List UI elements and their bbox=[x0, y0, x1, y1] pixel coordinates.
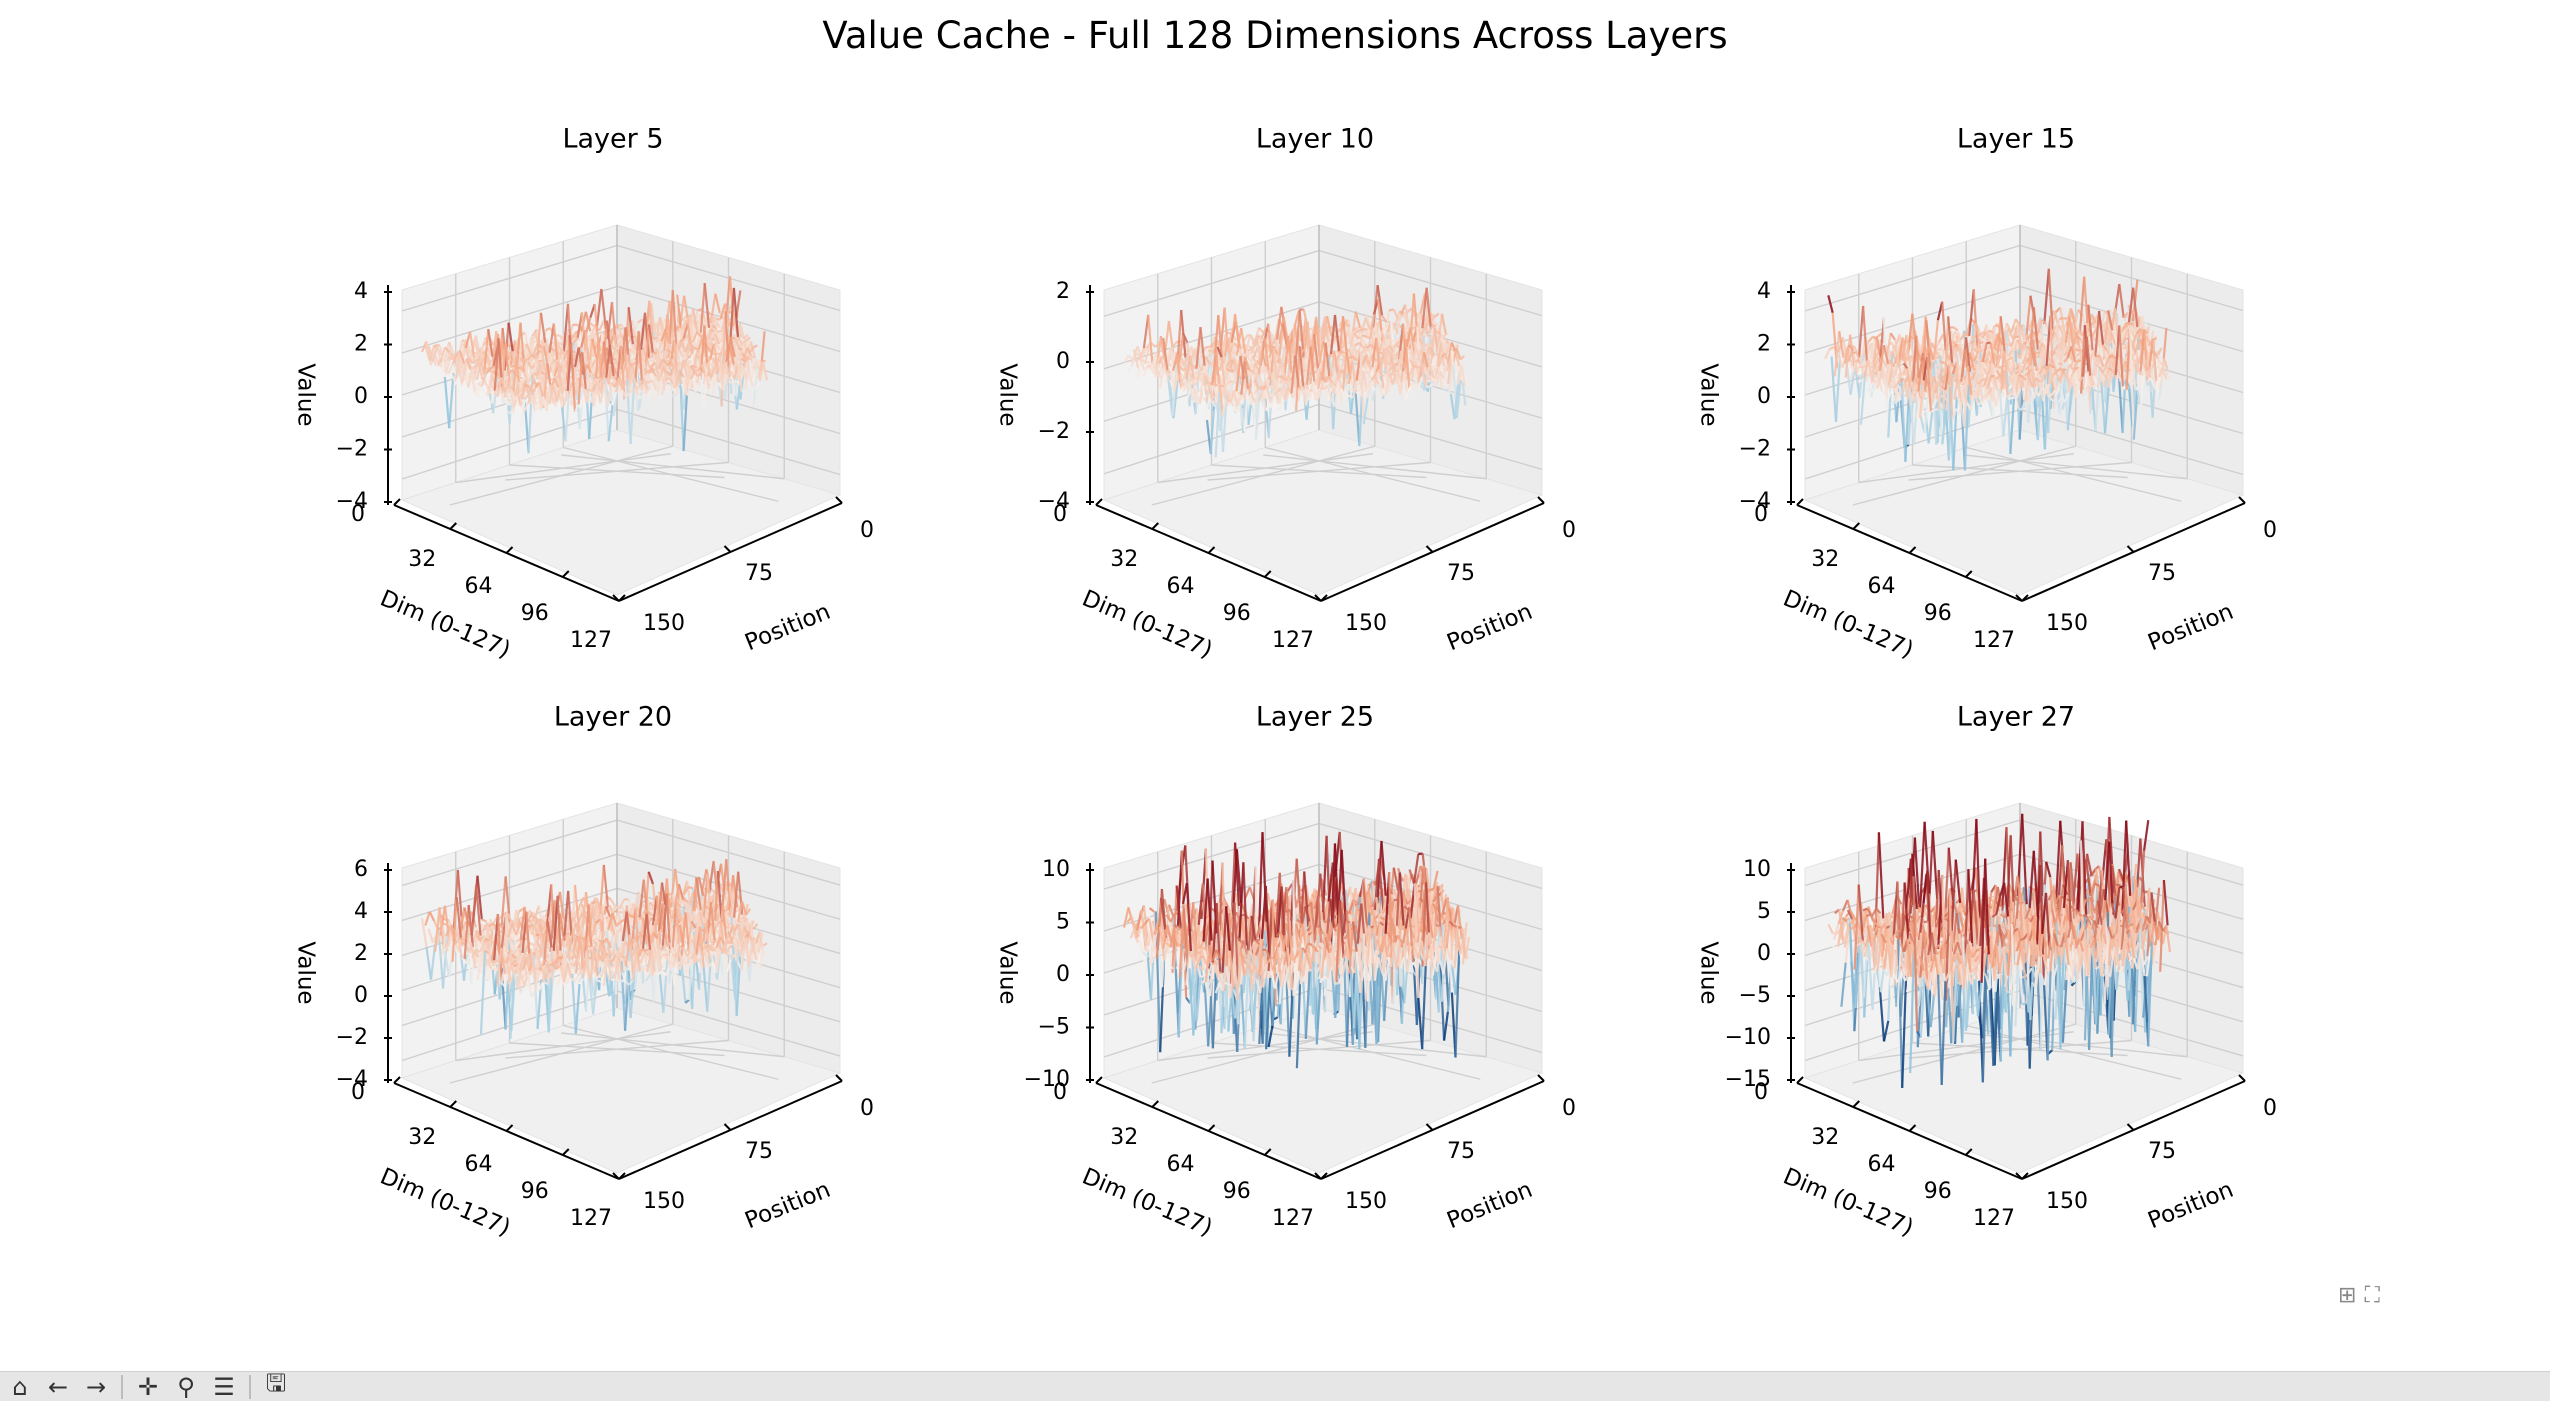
x-tick-label: 32 bbox=[1110, 547, 1138, 572]
surface-segment bbox=[1214, 385, 1218, 386]
surface-segment bbox=[1232, 381, 1236, 383]
surface-segment bbox=[1230, 371, 1234, 372]
y-axis-label: Position bbox=[1443, 599, 1536, 657]
surface-segment bbox=[1371, 385, 1375, 386]
surface-segment bbox=[1339, 351, 1343, 353]
surface-segment bbox=[729, 382, 733, 383]
x-tick-label: 127 bbox=[1272, 628, 1314, 653]
surface-segment bbox=[1426, 386, 1430, 387]
x-axis-label: Dim (0-127) bbox=[376, 585, 514, 663]
y-tick bbox=[1427, 546, 1433, 552]
x-tick bbox=[1096, 499, 1102, 505]
surface-segment bbox=[718, 331, 722, 332]
surface-segment bbox=[2059, 318, 2063, 319]
x-axis-label: Dim (0-127) bbox=[1078, 585, 1216, 663]
surface-segment bbox=[541, 372, 545, 374]
y-axis-label: Position bbox=[741, 599, 834, 657]
z-tick-label: 0 bbox=[1056, 349, 1070, 374]
z-tick-label: 0 bbox=[354, 384, 368, 409]
surface-segment bbox=[1415, 382, 1419, 383]
surface-segment bbox=[1364, 329, 1368, 330]
surface-segment bbox=[673, 396, 677, 397]
surface-segment bbox=[525, 385, 529, 387]
surface-segment bbox=[586, 389, 590, 390]
z-tick-label: 2 bbox=[1056, 279, 1070, 304]
surface-segment bbox=[1356, 392, 1360, 393]
y-tick-label: 150 bbox=[1345, 611, 1387, 636]
y-tick bbox=[725, 546, 731, 552]
x-tick-label: 64 bbox=[465, 574, 493, 599]
surface-segment bbox=[1858, 380, 1862, 381]
surface-segment bbox=[1146, 362, 1150, 363]
y-tick-label: 75 bbox=[745, 561, 773, 586]
y-tick-label: 0 bbox=[1562, 518, 1576, 543]
x-tick bbox=[450, 523, 456, 529]
surface-segment bbox=[511, 366, 515, 367]
x-tick-label: 0 bbox=[351, 502, 365, 527]
x-tick-label: 0 bbox=[1053, 502, 1067, 527]
x-tick-label: 32 bbox=[408, 547, 436, 572]
z-tick-label: 4 bbox=[354, 279, 368, 304]
surface-segment bbox=[1422, 344, 1426, 346]
z-axis-label: Value bbox=[293, 363, 319, 426]
y-tick bbox=[1538, 497, 1544, 503]
subplot-title: Layer 15 bbox=[1957, 124, 2075, 155]
z-tick-label: −2 bbox=[336, 437, 368, 462]
surface-segment bbox=[551, 349, 555, 351]
surface-segment bbox=[573, 325, 578, 326]
y-tick-label: 75 bbox=[1447, 561, 1475, 586]
x-tick-label: 127 bbox=[570, 628, 612, 653]
z-axis-label: Value bbox=[995, 363, 1021, 426]
subplot-title: Layer 10 bbox=[1256, 124, 1374, 155]
surface-segment bbox=[436, 345, 441, 346]
y-tick-label: 150 bbox=[643, 611, 685, 636]
y-tick bbox=[836, 497, 842, 503]
surface-segment bbox=[1206, 347, 1210, 348]
surface-segment bbox=[1359, 329, 1363, 330]
surface-segment bbox=[1228, 381, 1232, 382]
surface-segment bbox=[762, 361, 766, 362]
y-tick-label: 0 bbox=[860, 518, 874, 543]
surface-segment bbox=[1310, 390, 1314, 391]
x-tick bbox=[394, 499, 400, 505]
surface-segment bbox=[655, 400, 659, 401]
surface-segment bbox=[1379, 352, 1383, 353]
z-tick-label: −2 bbox=[1038, 419, 1070, 444]
z-tick-label: 2 bbox=[354, 332, 368, 357]
subplot-title: Layer 5 bbox=[562, 124, 663, 155]
surface-segment bbox=[1434, 367, 1438, 368]
surface-segment bbox=[508, 401, 512, 403]
x-tick-label: 96 bbox=[1223, 601, 1251, 626]
x-tick bbox=[1152, 523, 1158, 529]
surface-segment bbox=[1396, 342, 1400, 343]
surface-segment bbox=[1859, 367, 1863, 368]
surface-segment bbox=[1465, 386, 1469, 387]
surface-segment bbox=[1362, 335, 1366, 336]
surface-segment bbox=[1255, 402, 1259, 403]
x-tick-label: 64 bbox=[1167, 574, 1195, 599]
x-tick-label: 96 bbox=[521, 601, 549, 626]
surface-segment bbox=[653, 353, 657, 354]
surface-segment bbox=[633, 389, 637, 390]
surface-segment bbox=[1442, 388, 1446, 389]
